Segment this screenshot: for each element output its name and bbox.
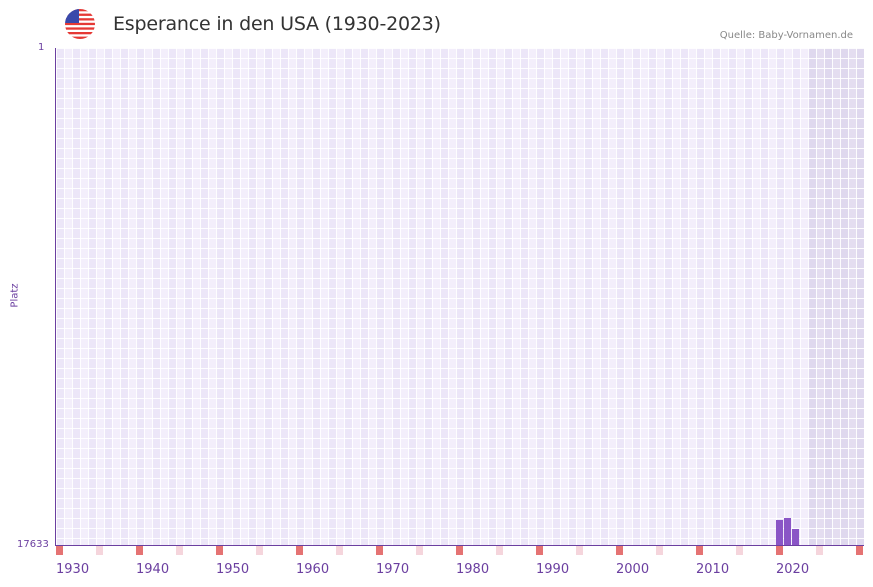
source-credit: Quelle: Baby-Vornamen.de	[720, 30, 853, 41]
year-marker	[856, 546, 863, 555]
x-label-2010: 2010	[696, 562, 729, 577]
year-marker	[216, 546, 223, 555]
y-axis-title: Platz	[10, 279, 21, 313]
x-label-1940: 1940	[136, 562, 169, 577]
bar-2020[interactable]	[776, 520, 783, 545]
year-marker	[656, 546, 663, 555]
year-marker	[296, 546, 303, 555]
y-axis-top-label: 1	[38, 42, 44, 53]
us-flag-icon	[65, 9, 95, 39]
x-label-1990: 1990	[536, 562, 569, 577]
y-axis-bottom-label: 17633	[17, 539, 49, 550]
x-label-1970: 1970	[376, 562, 409, 577]
x-label-1930: 1930	[56, 562, 89, 577]
year-marker	[376, 546, 383, 555]
bar-2021[interactable]	[784, 518, 791, 545]
year-marker	[416, 546, 423, 555]
grid	[56, 48, 864, 545]
year-marker	[176, 546, 183, 555]
year-marker	[256, 546, 263, 555]
chart-title: Esperance in den USA (1930-2023)	[113, 13, 441, 35]
x-label-1950: 1950	[216, 562, 249, 577]
x-label-2020: 2020	[776, 562, 809, 577]
year-marker	[696, 546, 703, 555]
year-marker	[136, 546, 143, 555]
x-label-2000: 2000	[616, 562, 649, 577]
year-marker	[56, 546, 63, 555]
year-marker	[816, 546, 823, 555]
year-marker	[336, 546, 343, 555]
year-marker	[576, 546, 583, 555]
year-marker	[536, 546, 543, 555]
year-marker	[776, 546, 783, 555]
year-marker	[616, 546, 623, 555]
year-marker	[456, 546, 463, 555]
x-label-1980: 1980	[456, 562, 489, 577]
x-label-1960: 1960	[296, 562, 329, 577]
bar-2022[interactable]	[792, 529, 799, 545]
y-axis-line	[55, 48, 56, 546]
year-marker	[96, 546, 103, 555]
year-marker	[736, 546, 743, 555]
year-marker	[496, 546, 503, 555]
plot-area	[56, 48, 864, 545]
